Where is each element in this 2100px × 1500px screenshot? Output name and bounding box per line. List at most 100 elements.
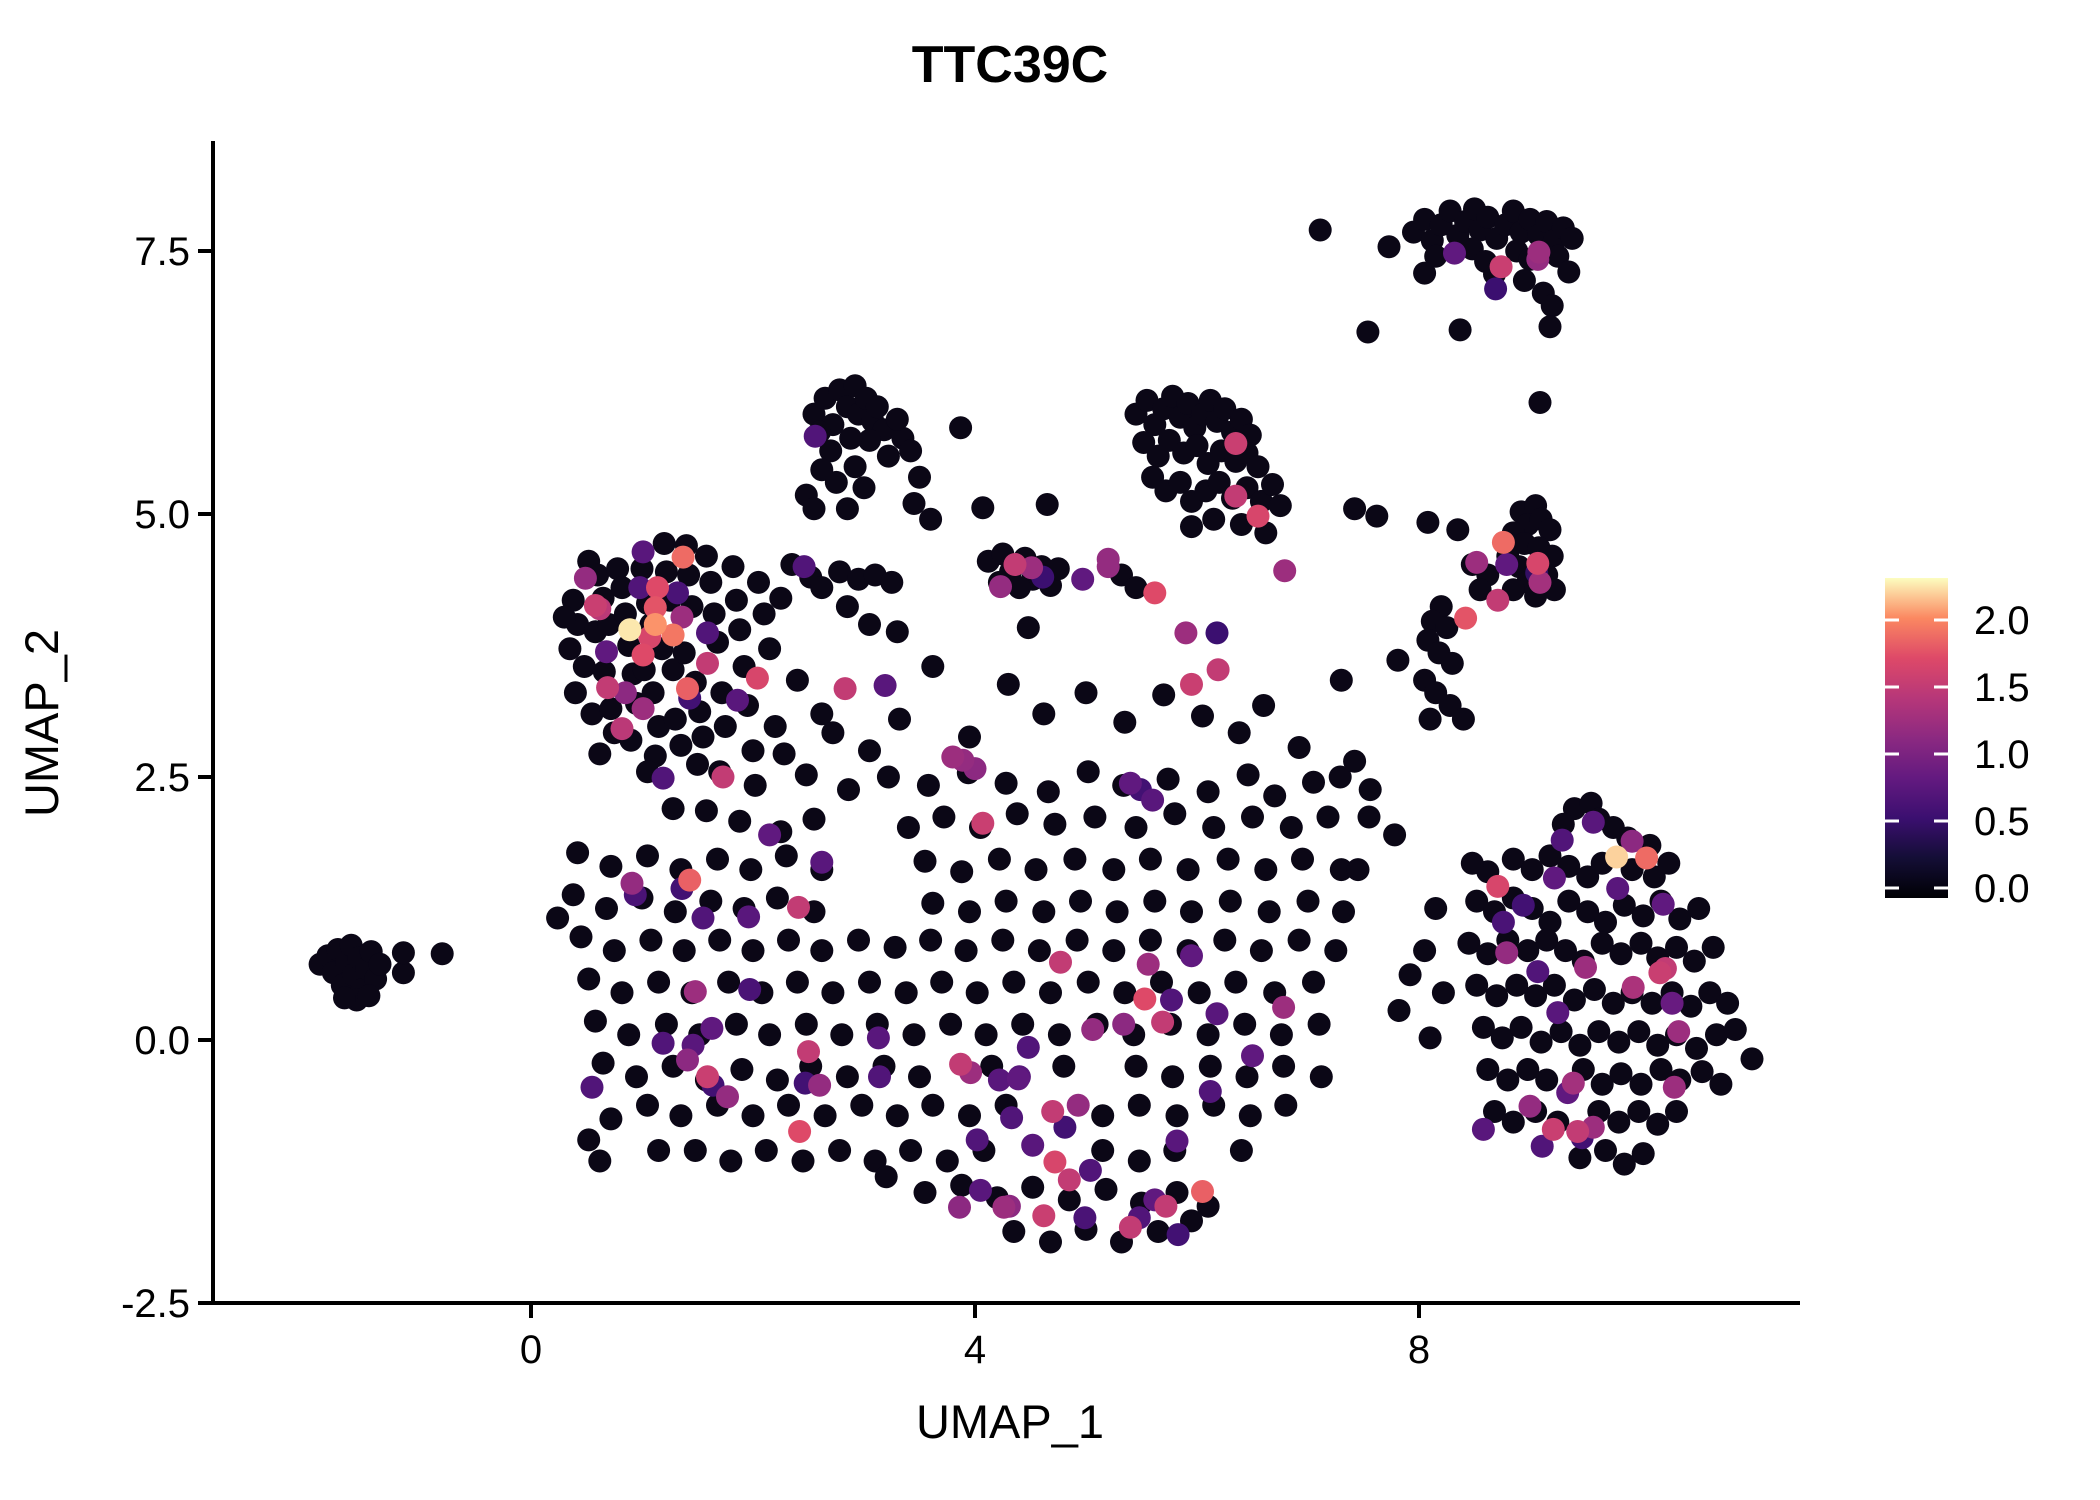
data-point xyxy=(1143,581,1167,605)
data-point xyxy=(1241,805,1264,829)
data-point xyxy=(636,844,659,868)
data-point xyxy=(958,725,981,749)
data-point xyxy=(1723,1018,1747,1041)
data-point xyxy=(1612,1152,1636,1176)
data-point xyxy=(647,970,671,994)
data-point xyxy=(696,1065,719,1089)
data-point xyxy=(837,778,860,802)
data-point xyxy=(1112,1012,1136,1036)
data-point xyxy=(1665,935,1688,959)
data-point xyxy=(1174,621,1198,645)
data-point xyxy=(919,928,943,952)
data-point xyxy=(868,1065,891,1089)
data-point xyxy=(1424,244,1448,268)
data-point xyxy=(1176,858,1200,882)
data-point xyxy=(1535,928,1559,952)
data-point xyxy=(1627,1020,1651,1044)
data-point xyxy=(1136,952,1160,976)
data-point xyxy=(1642,865,1666,889)
data-point xyxy=(1690,1060,1714,1084)
data-point xyxy=(1501,1110,1525,1134)
data-point xyxy=(671,545,695,569)
data-point xyxy=(987,847,1011,871)
data-point xyxy=(1740,1047,1764,1071)
data-point xyxy=(631,643,655,667)
data-point xyxy=(661,797,685,821)
data-point xyxy=(1027,939,1051,963)
y-tick-label: 2.5 xyxy=(134,756,190,800)
data-point xyxy=(1185,434,1209,458)
y-axis-label: UMAP_2 xyxy=(15,629,68,817)
data-point xyxy=(1202,507,1226,531)
data-point xyxy=(728,618,752,642)
data-point xyxy=(876,444,900,468)
data-point xyxy=(661,623,685,647)
data-point xyxy=(1133,987,1157,1011)
data-point xyxy=(883,935,907,959)
data-point xyxy=(1113,710,1137,734)
data-point xyxy=(1063,847,1087,871)
data-point xyxy=(1679,994,1703,1018)
data-point xyxy=(595,897,618,920)
data-point xyxy=(1701,935,1725,959)
data-point xyxy=(819,439,843,463)
data-point xyxy=(1224,432,1248,455)
data-point xyxy=(686,752,709,776)
data-point xyxy=(930,970,954,994)
data-point xyxy=(654,1012,678,1036)
data-point xyxy=(1668,907,1692,931)
colorbar-tick-label: 2.0 xyxy=(1974,599,2030,643)
data-point xyxy=(791,1149,815,1173)
data-point xyxy=(1590,1072,1614,1096)
data-point xyxy=(1685,1036,1708,1060)
data-point xyxy=(1386,648,1410,672)
data-point xyxy=(1091,1139,1115,1162)
data-point xyxy=(1096,555,1120,579)
data-point xyxy=(1581,810,1605,834)
data-point xyxy=(1576,865,1600,889)
data-point xyxy=(1329,858,1353,882)
data-point xyxy=(1518,1094,1542,1118)
data-point xyxy=(1631,904,1655,928)
data-point xyxy=(774,844,798,868)
data-point xyxy=(1074,681,1098,705)
data-point xyxy=(1024,858,1048,882)
data-point xyxy=(1557,260,1581,284)
data-point xyxy=(683,1139,707,1162)
data-point xyxy=(885,620,909,644)
data-point xyxy=(357,984,381,1008)
data-point xyxy=(1196,780,1220,804)
data-point xyxy=(1180,672,1203,696)
colorbar-tick-label: 0.0 xyxy=(1974,867,2030,911)
data-point xyxy=(1216,847,1240,871)
data-point xyxy=(971,811,995,835)
data-point xyxy=(1296,889,1320,913)
data-point xyxy=(1291,847,1314,871)
data-point xyxy=(810,939,834,963)
data-point xyxy=(1257,900,1281,924)
data-point xyxy=(711,765,735,789)
data-point xyxy=(625,1065,648,1089)
data-point xyxy=(617,1023,641,1047)
data-point xyxy=(754,1139,778,1162)
data-point xyxy=(1605,845,1629,869)
data-point xyxy=(694,544,718,568)
data-point xyxy=(1016,616,1040,640)
data-point xyxy=(1606,877,1630,900)
data-point xyxy=(1526,551,1550,575)
data-point xyxy=(1268,494,1292,518)
data-point xyxy=(696,651,719,675)
data-point xyxy=(610,576,634,600)
data-point xyxy=(777,928,800,952)
data-point xyxy=(1091,1104,1115,1128)
data-point xyxy=(563,681,587,705)
data-point xyxy=(1118,771,1142,795)
data-point xyxy=(824,470,848,494)
data-point xyxy=(1431,981,1455,1005)
data-point xyxy=(596,676,620,700)
data-point xyxy=(866,1026,890,1050)
data-point xyxy=(1007,576,1031,600)
data-point xyxy=(566,841,590,865)
data-point xyxy=(1590,931,1614,955)
